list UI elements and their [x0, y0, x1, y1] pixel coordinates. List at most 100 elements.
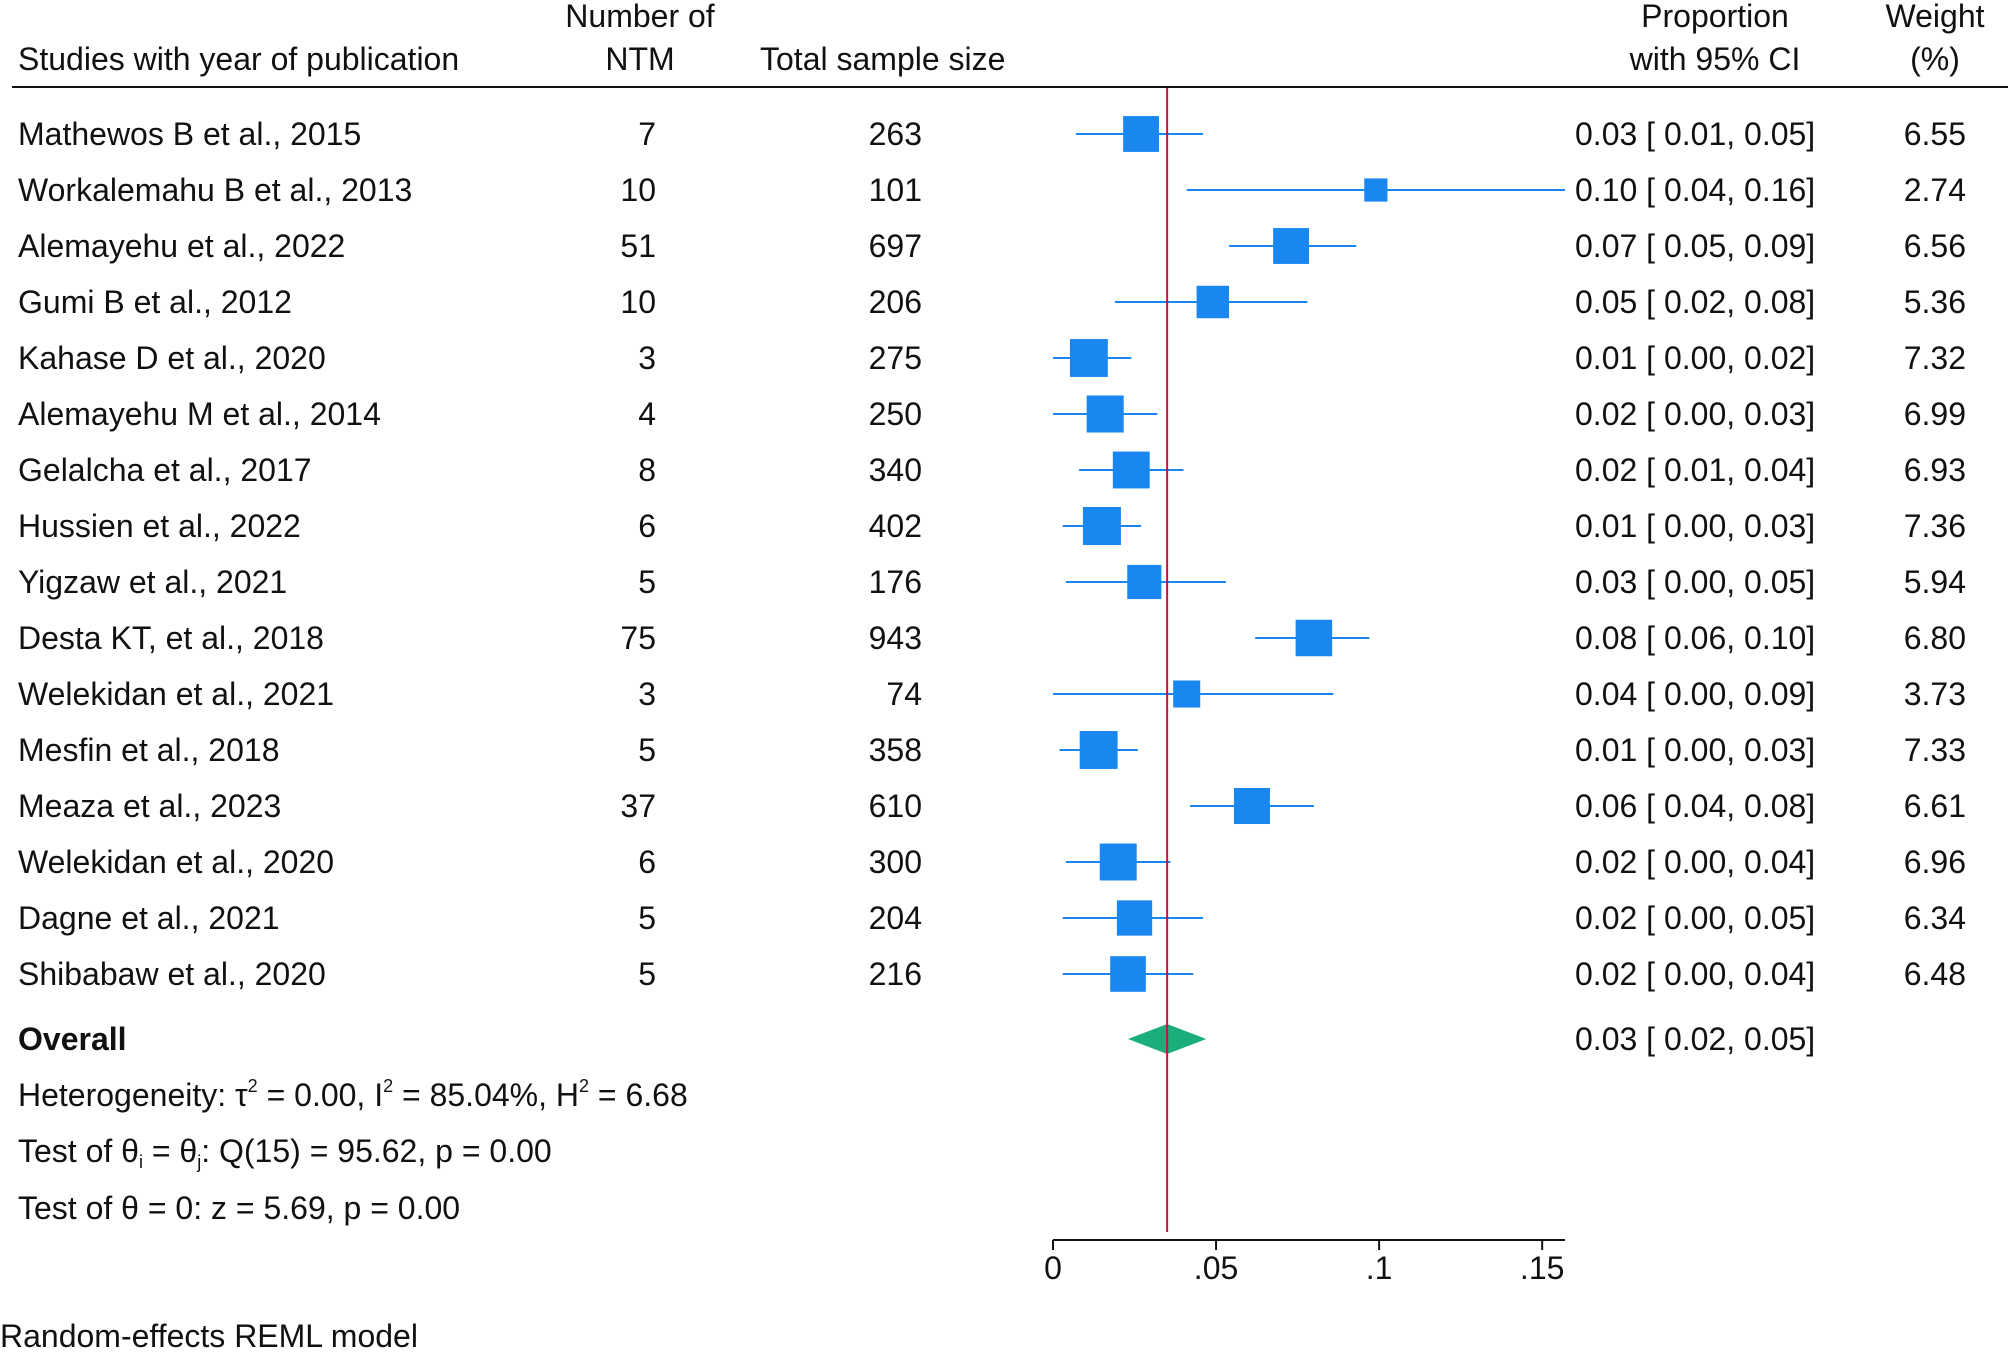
total-sample: 275 [868, 340, 922, 376]
total-sample: 610 [868, 788, 922, 824]
overall-estimate: 0.03 [ 0.02, 0.05] [1575, 1021, 1816, 1057]
ntm-count: 5 [638, 900, 656, 936]
proportion-ci: 0.03 [ 0.00, 0.05] [1575, 564, 1816, 600]
point-marker [1079, 731, 1118, 769]
weight-value: 3.73 [1903, 676, 1966, 712]
x-tick-label: .05 [1193, 1250, 1239, 1286]
total-sample: 250 [868, 396, 922, 432]
proportion-ci: 0.01 [ 0.00, 0.03] [1575, 732, 1816, 768]
model-note: Random-effects REML model [0, 1318, 418, 1354]
study-name: Mesfin et al., 2018 [18, 732, 280, 768]
point-marker [1196, 285, 1230, 319]
het-mid2: = 85.04%, H [393, 1077, 579, 1113]
ntm-count: 6 [638, 508, 656, 544]
study-name: Gelalcha et al., 2017 [18, 452, 312, 488]
het-i-sup: 2 [383, 1076, 394, 1096]
ntm-count: 4 [638, 396, 656, 432]
study-name: Meaza et al., 2023 [18, 788, 282, 824]
point-marker [1233, 787, 1270, 825]
ntm-count: 6 [638, 844, 656, 880]
ntm-count: 51 [620, 228, 656, 264]
point-marker [1173, 680, 1201, 708]
weight-value: 7.36 [1903, 508, 1966, 544]
proportion-ci: 0.01 [ 0.00, 0.02] [1575, 340, 1816, 376]
total-sample: 402 [868, 508, 922, 544]
point-marker [1364, 178, 1388, 202]
study-name: Hussien et al., 2022 [18, 508, 301, 544]
proportion-ci: 0.08 [ 0.06, 0.10] [1575, 620, 1816, 656]
proportion-ci: 0.06 [ 0.04, 0.08] [1575, 788, 1816, 824]
total-sample: 206 [868, 284, 922, 320]
study-name: Alemayehu M et al., 2014 [18, 396, 381, 432]
ntm-count: 5 [638, 956, 656, 992]
weight-value: 6.96 [1903, 844, 1966, 880]
point-marker [1082, 507, 1121, 545]
total-sample: 943 [868, 620, 922, 656]
header-studies: Studies with year of publication [18, 41, 460, 77]
proportion-ci: 0.02 [ 0.01, 0.04] [1575, 452, 1816, 488]
proportion-ci: 0.03 [ 0.01, 0.05] [1575, 116, 1816, 152]
total-sample: 300 [868, 844, 922, 880]
weight-value: 6.93 [1903, 452, 1966, 488]
study-name: Workalemahu B et al., 2013 [18, 172, 413, 208]
point-marker [1110, 956, 1146, 992]
point-marker [1086, 395, 1124, 433]
weight-value: 7.32 [1903, 340, 1966, 376]
proportion-ci: 0.01 [ 0.00, 0.03] [1575, 508, 1816, 544]
weight-value: 6.80 [1903, 620, 1966, 656]
header-weight-line1: Weight [1885, 0, 1985, 34]
study-name: Dagne et al., 2021 [18, 900, 280, 936]
weight-value: 2.74 [1903, 172, 1966, 208]
het-tau-sup: 2 [247, 1076, 258, 1096]
header-prop-line1: Proportion [1641, 0, 1789, 34]
header-weight-line2: (%) [1910, 41, 1960, 77]
header-prop-line2: with 95% CI [1629, 41, 1801, 77]
ntm-count: 10 [620, 284, 656, 320]
test1-end: : Q(15) = 95.62, p = 0.00 [201, 1133, 552, 1169]
proportion-ci: 0.04 [ 0.00, 0.09] [1575, 676, 1816, 712]
het-end: = 6.68 [589, 1077, 688, 1113]
point-marker [1099, 843, 1137, 881]
total-sample: 216 [868, 956, 922, 992]
proportion-ci: 0.10 [ 0.04, 0.16] [1575, 172, 1816, 208]
weight-value: 5.94 [1903, 564, 1966, 600]
x-tick-label: 0 [1044, 1250, 1062, 1286]
ntm-count: 7 [638, 116, 656, 152]
total-sample: 176 [868, 564, 922, 600]
proportion-ci: 0.05 [ 0.02, 0.08] [1575, 284, 1816, 320]
x-tick-label: .15 [1519, 1250, 1565, 1286]
ntm-count: 5 [638, 564, 656, 600]
test1-sub-i: i [138, 1152, 143, 1172]
study-name: Gumi B et al., 2012 [18, 284, 292, 320]
study-name: Desta KT, et al., 2018 [18, 620, 324, 656]
total-sample: 74 [886, 676, 922, 712]
total-sample: 204 [868, 900, 922, 936]
weight-value: 6.61 [1903, 788, 1966, 824]
proportion-ci: 0.02 [ 0.00, 0.05] [1575, 900, 1816, 936]
proportion-ci: 0.02 [ 0.00, 0.04] [1575, 956, 1816, 992]
ntm-count: 75 [620, 620, 656, 656]
total-sample: 101 [868, 172, 922, 208]
point-marker [1295, 619, 1333, 657]
total-sample: 358 [868, 732, 922, 768]
weight-value: 6.99 [1903, 396, 1966, 432]
overall-label: Overall [18, 1021, 127, 1057]
study-name: Welekidan et al., 2020 [18, 844, 335, 880]
proportion-ci: 0.07 [ 0.05, 0.09] [1575, 228, 1816, 264]
ntm-count: 3 [638, 676, 656, 712]
test1-sub-j: j [197, 1152, 202, 1172]
study-name: Kahase D et al., 2020 [18, 340, 326, 376]
ntm-count: 5 [638, 732, 656, 768]
point-marker [1273, 228, 1310, 264]
study-name: Yigzaw et al., 2021 [18, 564, 288, 600]
weight-value: 6.56 [1903, 228, 1966, 264]
homogeneity-test: Test of θi = θj: Q(15) = 95.62, p = 0.00 [18, 1133, 552, 1172]
ntm-count: 10 [620, 172, 656, 208]
header-total: Total sample size [760, 41, 1006, 77]
ntm-count: 37 [620, 788, 656, 824]
study-name: Mathewos B et al., 2015 [18, 116, 362, 152]
het-h-sup: 2 [579, 1076, 590, 1096]
ntm-count: 3 [638, 340, 656, 376]
